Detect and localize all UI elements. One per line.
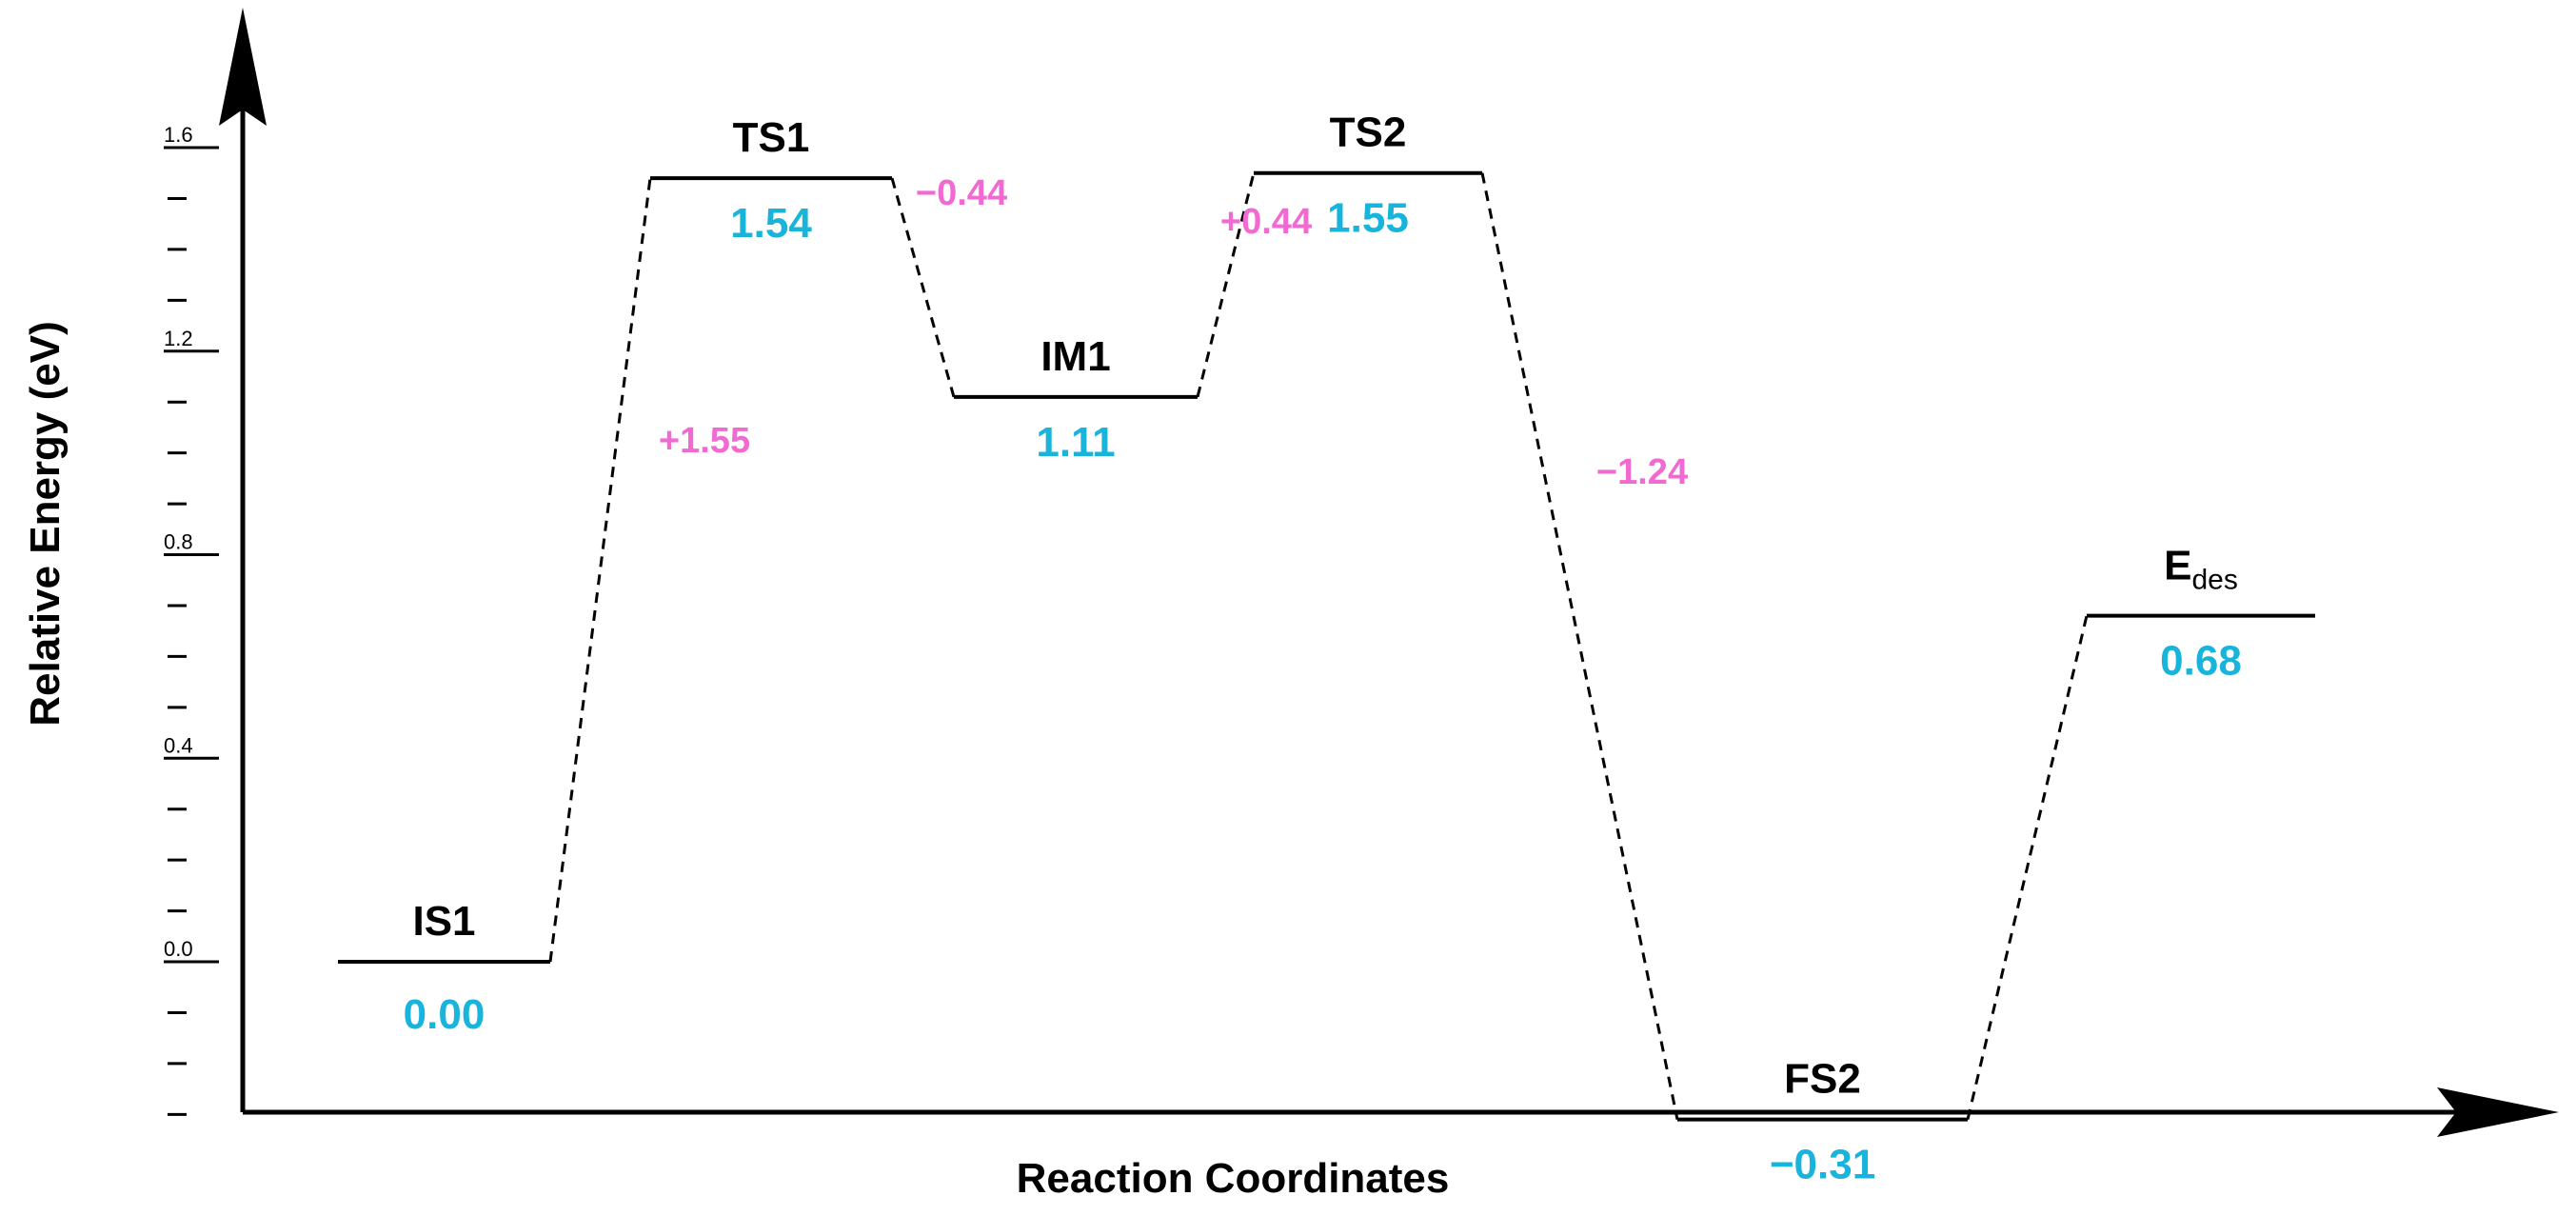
state-label: IM1 — [1040, 333, 1110, 380]
delta-label: −1.24 — [1596, 452, 1688, 492]
state-label: IS1 — [412, 898, 475, 945]
x-axis-arrow — [2437, 1087, 2559, 1137]
y-axis-arrow — [219, 8, 267, 126]
connector — [1966, 615, 2089, 1121]
state-label-sub: des — [2191, 565, 2237, 596]
y-tick-label: 0.4 — [164, 733, 193, 757]
y-tick-label: 1.6 — [164, 123, 193, 147]
state-energy-value: 0.00 — [404, 991, 485, 1038]
connector — [1480, 172, 1679, 1120]
y-tick-label: 0.8 — [164, 530, 193, 554]
y-tick-label: 0.0 — [164, 937, 193, 961]
state-energy-value: 1.11 — [1036, 419, 1115, 466]
connectors — [548, 172, 2089, 1121]
state-label: TS2 — [1330, 110, 1407, 156]
delta-label: +0.44 — [1220, 202, 1312, 242]
state-energy-value: 0.68 — [2160, 638, 2242, 685]
state-label: FS2 — [1784, 1056, 1861, 1103]
y-tick-label: 1.2 — [164, 327, 193, 350]
x-axis-title: Reaction Coordinates — [1017, 1155, 1450, 1202]
state-label: Edes — [2164, 543, 2238, 596]
state-label: TS1 — [733, 114, 810, 161]
connector — [890, 177, 956, 398]
y-ticks: 0.0 0.4 0.8 1.2 1.6 — [164, 123, 219, 1116]
delta-label: +1.55 — [659, 421, 750, 461]
state-energy-value: 1.54 — [730, 200, 812, 247]
state-energy-value: 1.55 — [1327, 195, 1409, 242]
delta-labels: +1.55 −0.44 +0.44 −1.24 — [659, 173, 1688, 492]
y-axis-title: Relative Energy (eV) — [22, 321, 69, 727]
delta-label: −0.44 — [916, 173, 1007, 213]
levels: IS1 0.00 TS1 1.54 IM1 1.11 TS2 1.55 FS2 −0.31 Edes… — [338, 110, 2315, 1188]
connector — [548, 177, 652, 963]
state-energy-value: −0.31 — [1770, 1142, 1875, 1188]
connector — [1196, 172, 1256, 398]
